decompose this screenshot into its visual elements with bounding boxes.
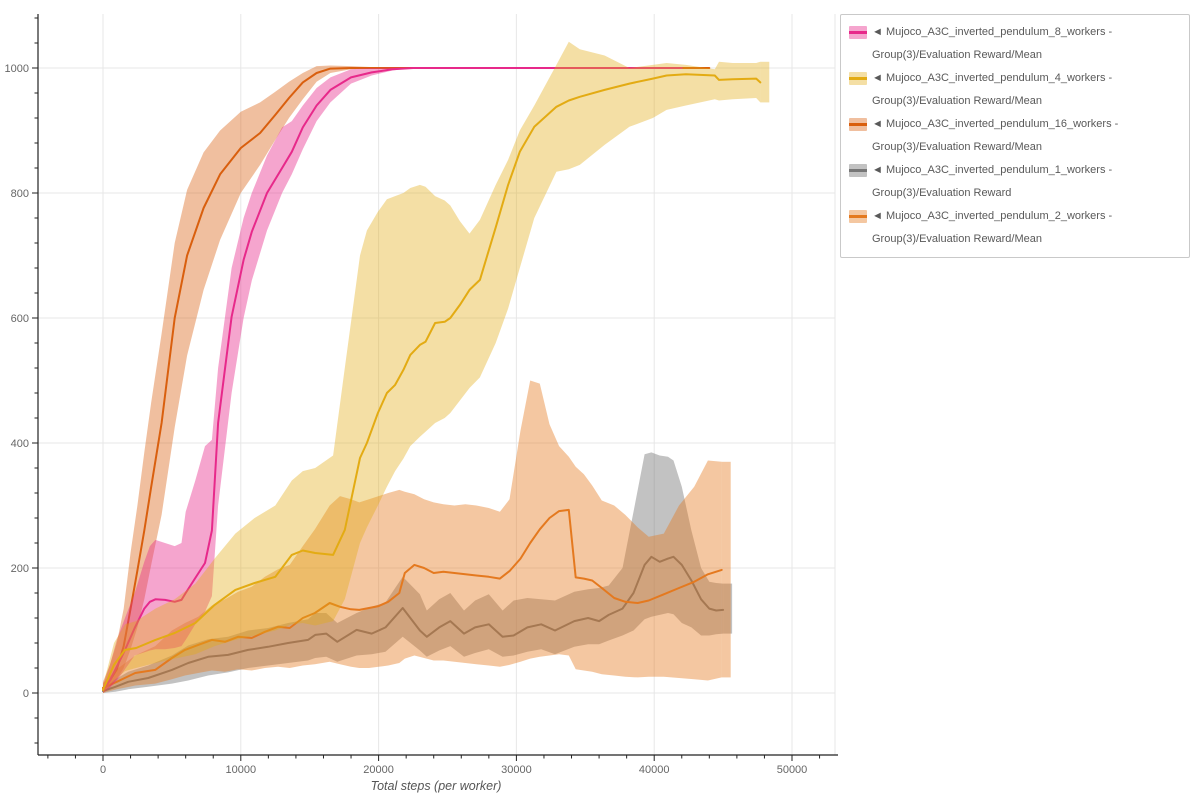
x-tick-label: 50000 <box>777 764 808 776</box>
series-band-w8 <box>103 67 682 693</box>
legend-swatch-icon <box>849 26 867 39</box>
series-line-w4 <box>102 73 762 691</box>
x-tick-label: 0 <box>100 764 106 776</box>
legend-swatch-line <box>849 169 867 172</box>
legend-item-label: ◄ Mujoco_A3C_inverted_pendulum_8_workers… <box>872 26 1113 61</box>
legend-swatch-line <box>849 31 867 34</box>
legend-item-w16[interactable]: ◄ Mujoco_A3C_inverted_pendulum_16_worker… <box>849 113 1181 159</box>
y-tick-label: 400 <box>11 438 29 450</box>
series-band-w2 <box>103 380 722 693</box>
series-layer <box>102 41 770 694</box>
y-tick-label: 800 <box>11 188 29 200</box>
legend-swatch-line <box>849 123 867 126</box>
legend-swatch-icon <box>849 210 867 223</box>
y-tick-label: 1000 <box>5 63 29 75</box>
legend-swatch-line <box>849 215 867 218</box>
axes <box>32 14 838 761</box>
legend-item-label: ◄ Mujoco_A3C_inverted_pendulum_2_workers… <box>872 210 1113 245</box>
series-line-w1 <box>102 555 725 693</box>
legend-item-label: ◄ Mujoco_A3C_inverted_pendulum_4_workers… <box>872 72 1113 107</box>
legend-swatch-icon <box>849 164 867 177</box>
y-tick-label: 600 <box>11 313 29 325</box>
x-axis-label: Total steps (per worker) <box>371 779 502 793</box>
series-band-w1 <box>103 452 724 693</box>
series-band-w4 <box>103 41 761 694</box>
series-endcap-w2 <box>721 461 731 678</box>
legend-swatch-icon <box>849 72 867 85</box>
legend-box: ◄ Mujoco_A3C_inverted_pendulum_8_workers… <box>840 14 1190 258</box>
series-endcap-w1 <box>723 583 733 634</box>
legend-swatch-icon <box>849 118 867 131</box>
y-tick-label: 200 <box>11 563 29 575</box>
series-line-w2 <box>102 508 723 689</box>
legend-item-label: ◄ Mujoco_A3C_inverted_pendulum_1_workers… <box>872 164 1113 199</box>
tick-labels: 0 10000 20000 30000 40000 50000 0 200 400 600 800 1… <box>5 63 808 776</box>
legend-swatch-line <box>849 77 867 80</box>
legend-item-w8[interactable]: ◄ Mujoco_A3C_inverted_pendulum_8_workers… <box>849 21 1181 67</box>
legend-item-w1[interactable]: ◄ Mujoco_A3C_inverted_pendulum_1_workers… <box>849 159 1181 205</box>
legend-item-w4[interactable]: ◄ Mujoco_A3C_inverted_pendulum_4_workers… <box>849 67 1181 113</box>
series-line-w8 <box>102 67 683 691</box>
series-endcap-w4 <box>760 61 770 103</box>
x-tick-label: 30000 <box>501 764 532 776</box>
x-tick-label: 40000 <box>639 764 670 776</box>
legend-item-label: ◄ Mujoco_A3C_inverted_pendulum_16_worker… <box>872 118 1119 153</box>
legend-item-w2[interactable]: ◄ Mujoco_A3C_inverted_pendulum_2_workers… <box>849 205 1181 251</box>
y-tick-label: 0 <box>23 688 29 700</box>
x-tick-label: 10000 <box>226 764 257 776</box>
x-tick-label: 20000 <box>363 764 394 776</box>
gridlines <box>38 14 836 755</box>
